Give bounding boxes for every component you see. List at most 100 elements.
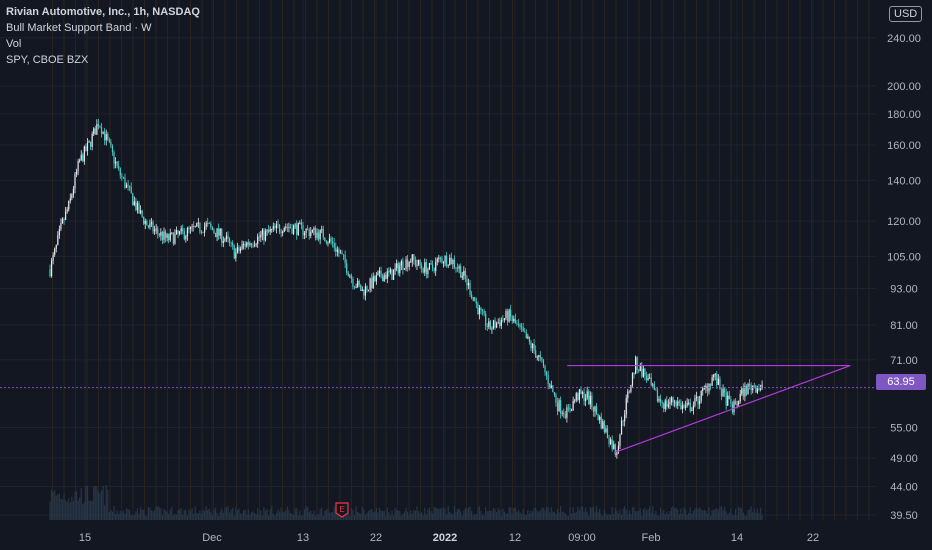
- volume-bar: [191, 508, 193, 520]
- candle-body: [691, 410, 693, 412]
- currency-button[interactable]: USD: [889, 6, 923, 22]
- volume-bar: [299, 510, 301, 520]
- candle-body: [399, 265, 401, 274]
- volume-bar: [253, 512, 256, 520]
- volume-bar: [288, 509, 290, 520]
- volume-bar: [466, 508, 468, 520]
- volume-bar: [105, 485, 107, 520]
- volume-bar: [316, 513, 318, 520]
- volume-bar: [353, 515, 356, 520]
- volume-bar: [547, 507, 549, 520]
- volume-bar: [716, 508, 718, 520]
- volume-bar: [407, 511, 409, 520]
- candle-body: [135, 201, 137, 211]
- candle-body: [435, 261, 437, 272]
- volume-bar: [486, 511, 488, 520]
- candle-body: [243, 244, 245, 245]
- candle-body: [567, 407, 570, 409]
- candle-body: [483, 310, 485, 314]
- volume-bar: [583, 511, 585, 520]
- earnings-marker-label: E: [339, 505, 344, 514]
- volume-bar: [250, 512, 253, 520]
- volume-bar: [371, 508, 373, 520]
- candle-body: [670, 397, 673, 403]
- volume-bar: [614, 507, 616, 520]
- candle-body: [655, 389, 657, 391]
- volume-bar: [517, 510, 520, 520]
- volume-bar: [400, 515, 402, 520]
- session-stripe: [776, 0, 778, 520]
- candle-body: [720, 389, 723, 397]
- candle-body: [63, 218, 65, 220]
- price-tick-label: 160.00: [887, 140, 921, 152]
- candle-body: [617, 445, 620, 453]
- candle-body: [191, 226, 193, 228]
- candle-body: [508, 309, 510, 322]
- volume-bar: [600, 514, 602, 520]
- volume-bar: [483, 515, 485, 520]
- volume-bar: [555, 513, 557, 520]
- volume-bar: [674, 508, 676, 520]
- candle-body: [719, 378, 721, 390]
- candle-body: [753, 385, 755, 387]
- candle-body: [344, 254, 346, 264]
- candle-body: [116, 161, 118, 166]
- volume-bar: [364, 515, 367, 520]
- candle-body: [427, 269, 429, 274]
- volume-bar: [684, 509, 687, 520]
- candle-body: [252, 245, 254, 247]
- candle-body: [285, 226, 287, 228]
- volume-bar: [725, 511, 727, 520]
- candle-body: [424, 262, 426, 273]
- volume-bar: [759, 507, 762, 520]
- candle-body: [664, 400, 666, 409]
- volume-bar: [641, 515, 643, 520]
- compare-symbol[interactable]: SPY, CBOE BZX: [6, 54, 89, 66]
- volume-bar: [58, 493, 60, 520]
- candle-body: [716, 373, 718, 385]
- candle-body: [104, 131, 106, 141]
- volume-bar: [91, 500, 93, 520]
- candle-body: [179, 231, 181, 234]
- candle-body: [761, 384, 763, 388]
- volume-bar: [611, 506, 613, 520]
- volume-bar: [289, 513, 292, 520]
- time-tick-label: 2022: [433, 532, 457, 544]
- candle-body: [605, 428, 607, 432]
- candle-body: [684, 405, 687, 408]
- candle-body: [197, 222, 199, 224]
- last-price-label: 63.95: [876, 374, 926, 390]
- candle-body: [656, 390, 659, 402]
- candle-body: [513, 318, 515, 322]
- indicator-bull-band[interactable]: Bull Market Support Band · W: [6, 22, 152, 34]
- candle-body: [581, 392, 584, 394]
- volume-bar: [90, 500, 92, 520]
- volume-bar: [143, 509, 145, 520]
- volume-bar: [52, 492, 54, 520]
- candle-body: [550, 385, 552, 389]
- volume-bar: [374, 511, 376, 520]
- candle-body: [227, 235, 229, 239]
- candle-body: [366, 286, 368, 291]
- candle-body: [157, 228, 159, 234]
- candle-body: [378, 270, 381, 274]
- volume-bar: [564, 513, 566, 520]
- candle-body: [188, 227, 190, 230]
- candle-body: [232, 242, 234, 246]
- volume-bar: [738, 506, 740, 520]
- candle-body: [122, 176, 124, 178]
- volume-bar: [336, 514, 338, 520]
- price-tick-label: 140.00: [887, 175, 921, 187]
- volume-bar: [642, 509, 645, 520]
- volume-bar: [300, 515, 303, 520]
- symbol-title[interactable]: Rivian Automotive, Inc., 1h, NASDAQ: [6, 6, 200, 18]
- indicator-volume[interactable]: Vol: [6, 38, 22, 50]
- volume-bar: [405, 507, 407, 520]
- volume-bar: [513, 508, 515, 520]
- candle-body: [155, 228, 157, 230]
- earnings-marker-icon[interactable]: E: [335, 502, 349, 518]
- candle-body: [666, 400, 668, 407]
- candle-body: [203, 226, 206, 233]
